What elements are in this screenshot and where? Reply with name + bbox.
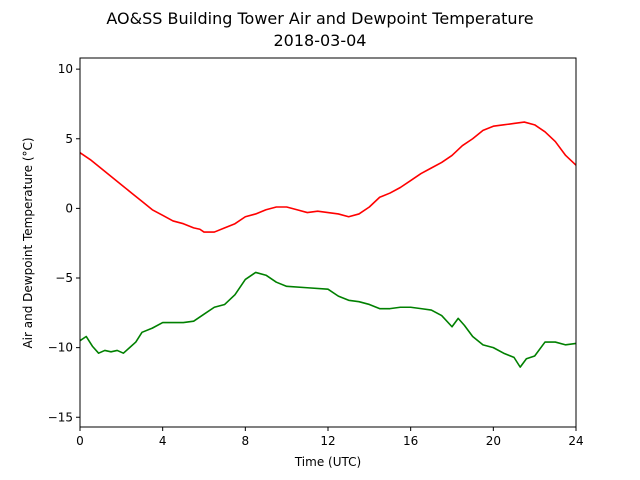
y-axis-label: Air and Dewpoint Temperature (°C) xyxy=(21,137,35,348)
x-tick-label: 20 xyxy=(486,434,501,448)
y-tick-label: −10 xyxy=(48,341,73,355)
x-tick-label: 0 xyxy=(76,434,84,448)
plot-lines xyxy=(79,121,577,368)
x-tick-label: 24 xyxy=(568,434,583,448)
series-line-1 xyxy=(79,271,577,368)
chart-title: AO&SS Building Tower Air and Dewpoint Te… xyxy=(106,9,533,28)
y-tick-label: 10 xyxy=(58,62,73,76)
series-line-0 xyxy=(79,121,577,233)
x-axis-label: Time (UTC) xyxy=(294,455,361,469)
x-tick-label: 4 xyxy=(159,434,167,448)
y-tick-label: 0 xyxy=(65,201,73,215)
chart-subtitle: 2018-03-04 xyxy=(274,31,367,50)
y-axis-ticks: −15 −10 −5 0 5 10 xyxy=(48,62,80,424)
x-tick-label: 12 xyxy=(320,434,335,448)
x-tick-label: 8 xyxy=(242,434,250,448)
x-tick-label: 16 xyxy=(403,434,418,448)
x-axis-ticks: 0 4 8 12 16 20 24 xyxy=(76,427,584,448)
y-tick-label: 5 xyxy=(65,132,73,146)
y-tick-label: −5 xyxy=(55,271,73,285)
plot-frame xyxy=(79,57,577,428)
y-tick-label: −15 xyxy=(48,410,73,424)
